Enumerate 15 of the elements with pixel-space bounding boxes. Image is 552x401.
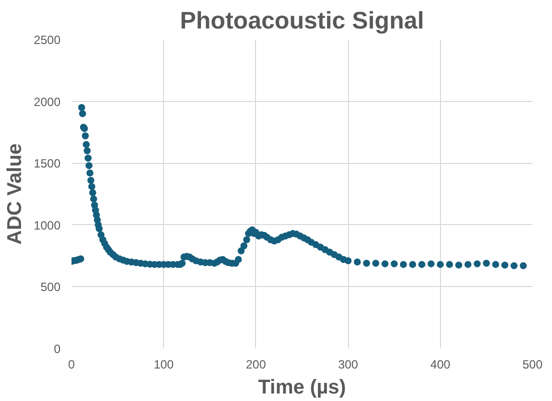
y-axis-title: ADC Value [4, 143, 26, 245]
chart-title: Photoacoustic Signal [180, 8, 424, 34]
x-tick-label: 0 [68, 358, 76, 372]
y-tick-label: 1500 [34, 156, 61, 171]
x-tick-label: 200 [246, 358, 266, 372]
x-tick-label: 400 [430, 358, 451, 372]
y-tick-label: 1000 [34, 218, 61, 232]
y-tick-label: 2500 [34, 33, 61, 47]
x-tick-label: 100 [154, 358, 174, 372]
y-tick-label: 2000 [34, 94, 61, 109]
y-tick-label: 500 [40, 280, 61, 294]
y-tick-label: 0 [54, 342, 61, 356]
x-axis-title: Time (µs) [258, 376, 346, 398]
x-tick-label: 500 [522, 358, 543, 372]
x-tick-label: 300 [338, 358, 358, 372]
